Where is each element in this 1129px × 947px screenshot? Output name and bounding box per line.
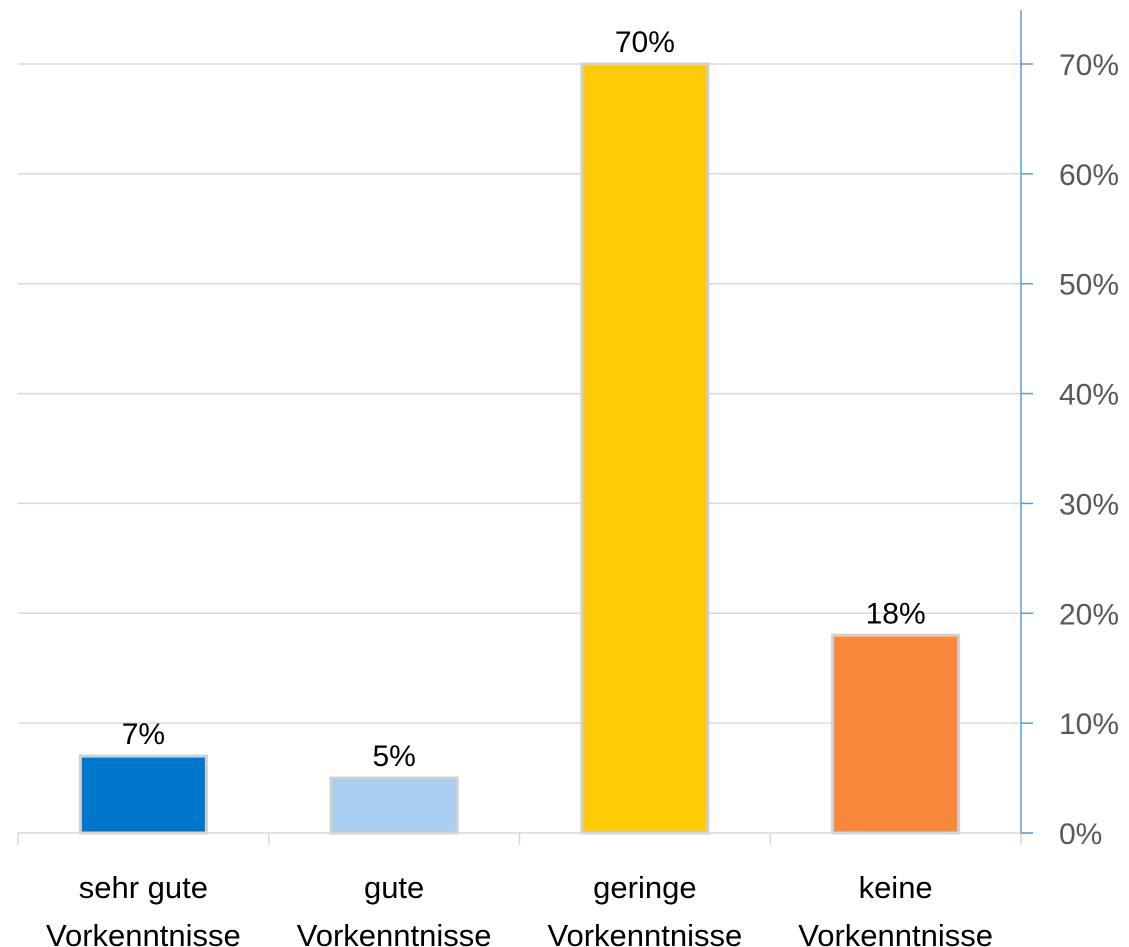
bars <box>78 62 961 835</box>
category-label-2-1: Vorkenntnisse <box>548 918 743 947</box>
category-label-0-0: sehr gute <box>79 870 208 905</box>
labels: 7% sehr gute Vorkenntnisse 5% gute Vorkenntni… <box>46 26 1119 947</box>
y-tick-label-10: 10% <box>1059 708 1119 741</box>
y-tick-label-60: 60% <box>1059 159 1119 192</box>
y-tick-label-70: 70% <box>1059 49 1119 82</box>
data-label-3: 18% <box>866 597 926 630</box>
category-label-1-0: gute <box>364 870 424 905</box>
category-label-0-1: Vorkenntnisse <box>46 918 241 947</box>
category-label-1-1: Vorkenntnisse <box>297 918 492 947</box>
bar-1 <box>329 776 459 835</box>
y-tick-label-20: 20% <box>1059 598 1119 631</box>
category-label-2-0: geringe <box>593 870 696 905</box>
y-tick-label-50: 50% <box>1059 269 1119 302</box>
axes <box>17 10 1033 845</box>
data-label-2: 70% <box>615 26 675 59</box>
gridlines <box>18 63 1021 724</box>
data-label-0: 7% <box>122 718 165 751</box>
bar-0 <box>78 754 208 835</box>
y-tick-label-30: 30% <box>1059 488 1119 521</box>
y-tick-label-0: 0% <box>1059 818 1102 851</box>
category-label-3-1: Vorkenntnisse <box>798 918 993 947</box>
bar-2 <box>580 62 710 835</box>
data-label-1: 5% <box>372 740 415 773</box>
bar-3 <box>831 633 961 835</box>
y-tick-label-40: 40% <box>1059 379 1119 412</box>
category-label-3-0: keine <box>859 870 933 905</box>
